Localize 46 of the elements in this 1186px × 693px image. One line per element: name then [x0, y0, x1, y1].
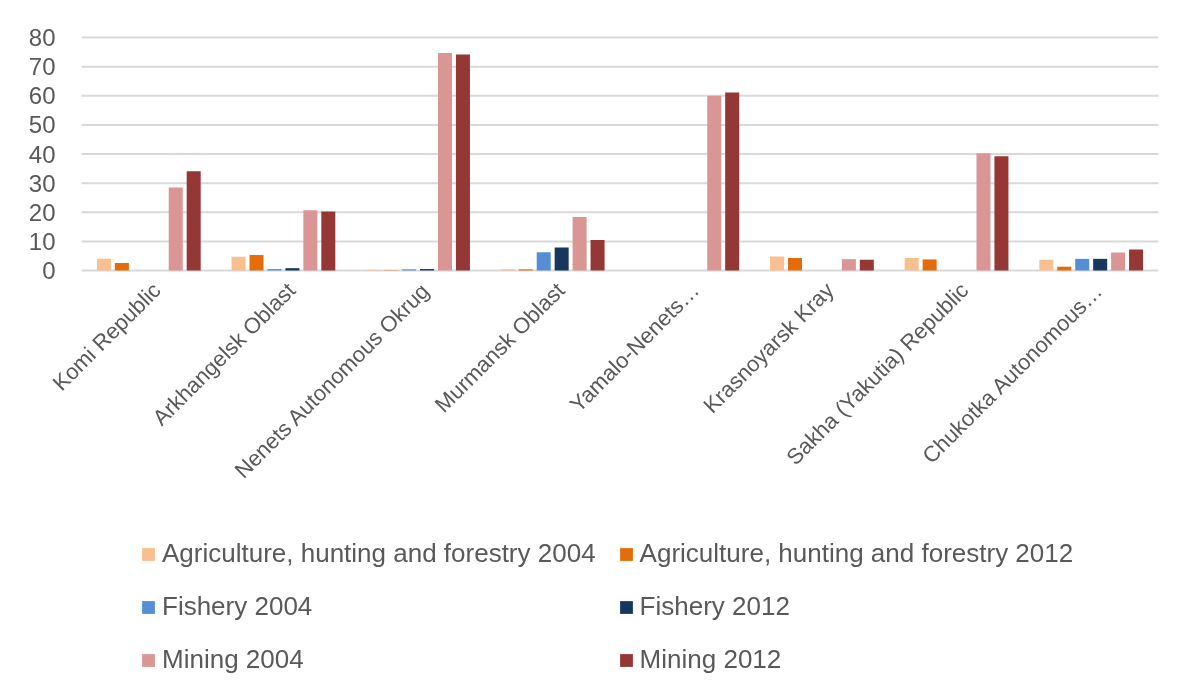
legend-label: Mining 2004: [162, 644, 304, 675]
y-tick-label: 20: [28, 198, 56, 226]
bar: [455, 54, 470, 271]
y-tick-label: 10: [28, 227, 56, 255]
y-tick-label: 40: [28, 140, 56, 168]
bar: [788, 257, 803, 271]
bar: [1039, 259, 1054, 271]
legend-label: Fishery 2004: [162, 591, 313, 622]
bar: [841, 259, 856, 271]
bar: [572, 216, 587, 271]
bar: [1093, 258, 1108, 271]
bar: [321, 211, 336, 271]
bar: [1111, 252, 1126, 271]
bar: [114, 262, 129, 271]
bar: [859, 259, 874, 271]
bar: [536, 252, 551, 271]
y-tick-label: 60: [28, 82, 56, 110]
bar: [437, 52, 452, 271]
legend-label: Agriculture, hunting and forestry 2012: [639, 538, 1074, 569]
bar: [303, 210, 318, 271]
bar: [249, 255, 264, 271]
y-tick-label: 80: [28, 24, 56, 51]
y-tick-label: 30: [28, 169, 56, 197]
bar: [1075, 258, 1090, 271]
bar: [96, 258, 111, 271]
bar: [707, 95, 722, 271]
bar: [554, 247, 569, 271]
bar: [1057, 266, 1072, 271]
bar: [994, 156, 1009, 271]
bar: [285, 268, 300, 271]
bar: [231, 256, 246, 271]
bar: [1129, 249, 1144, 271]
bar: [770, 256, 785, 271]
bar: [168, 187, 183, 271]
bar: [976, 153, 991, 271]
y-tick-label: 70: [28, 53, 56, 81]
legend-label: Mining 2012: [639, 644, 782, 675]
bar: [922, 259, 937, 271]
bar: [590, 239, 605, 271]
bar: [904, 257, 919, 271]
bar: [725, 92, 740, 271]
y-tick-label: 0: [42, 257, 56, 284]
bar: [186, 171, 201, 271]
y-tick-label: 50: [28, 111, 56, 139]
legend-label: Agriculture, hunting and forestry 2004: [162, 538, 596, 569]
legend-label: Fishery 2012: [639, 591, 790, 622]
